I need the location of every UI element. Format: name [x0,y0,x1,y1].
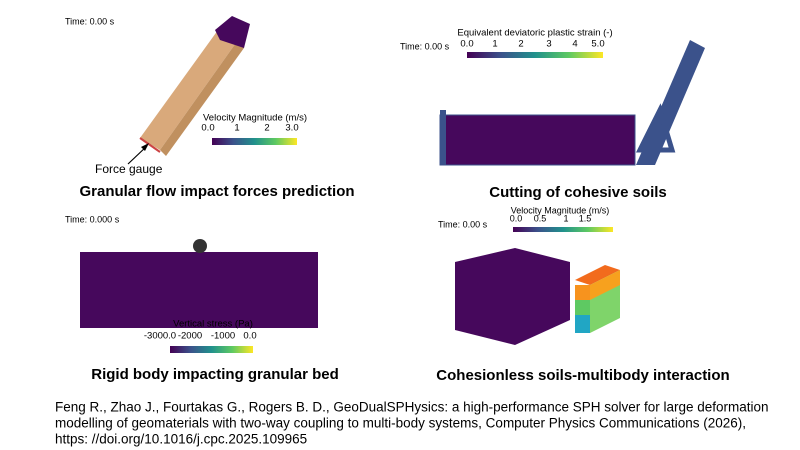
colorbar-tick-label: -3000.0 [144,331,176,342]
colorbar [467,52,603,58]
caption: Cohesionless soils-multibody interaction [436,367,729,384]
granular-bed [80,252,318,328]
soil-box [439,114,636,166]
time-label: Time: 0.00 s [400,41,450,51]
column-face [140,30,238,150]
colorbar-tick-label: -1000 [211,331,235,342]
colorbar-tick-label: 0.0 [460,39,473,50]
colorbar-tick-label: 3.0 [285,123,298,134]
body-layer [575,285,590,300]
wall [440,110,446,165]
colorbar-tick-label: 5.0 [591,39,604,50]
time-label: Time: 0.000 s [65,214,120,224]
colorbar-tick-label: 1.5 [579,213,592,223]
body-layer [575,300,590,315]
colorbar-tick-label: 2 [518,39,523,50]
colorbar-tick-label: -2000 [178,331,202,342]
rigid-sphere [193,239,207,253]
colorbar-title: Velocity Magnitude (m/s) [203,113,307,124]
colorbar-tick-label: 0.5 [534,213,547,223]
blade [636,40,705,165]
colorbar-tick-label: 1 [492,39,497,50]
colorbar-tick-label: 0.0 [201,123,214,134]
colorbar-tick-label: 0.0 [510,213,523,223]
colorbar-tick-label: 3 [546,39,551,50]
annotation: Force gauge [95,162,163,176]
colorbar [513,227,613,232]
column-top [215,16,250,48]
time-label: Time: 0.00 s [65,16,115,26]
body-top [575,265,620,285]
citation-line: https: //doi.org/10.1016/j.cpc.2025.1099… [55,432,307,447]
caption: Rigid body impacting granular bed [91,366,339,383]
colorbar [170,346,253,353]
time-label: Time: 0.00 s [438,219,488,229]
caption: Cutting of cohesive soils [489,184,667,201]
colorbar-title: Velocity Magnitude (m/s) [511,205,610,215]
column-side [160,40,244,156]
citation-line: Feng R., Zhao J., Fourtakas G., Rogers B… [55,400,769,415]
citation-line: modelling of geomaterials with two-way c… [55,416,746,431]
colorbar-tick-label: 1 [234,123,239,134]
body-side [590,270,620,300]
colorbar-tick-label: 4 [572,39,577,50]
caption: Granular flow impact forces prediction [79,183,354,200]
arrow-head [141,143,149,151]
colorbar-title: Vertical stress (Pa) [173,319,253,330]
colorbar-tick-label: 1 [563,213,568,223]
blade-frame [635,103,676,153]
gauge [139,137,161,153]
colorbar [212,138,297,145]
colorbar-tick-label: 0.0 [243,331,256,342]
colorbar-tick-label: 2 [264,123,269,134]
body-layer [575,315,590,333]
colorbar-title: Equivalent deviatoric plastic strain (-) [457,28,612,39]
soil-block [455,248,570,345]
